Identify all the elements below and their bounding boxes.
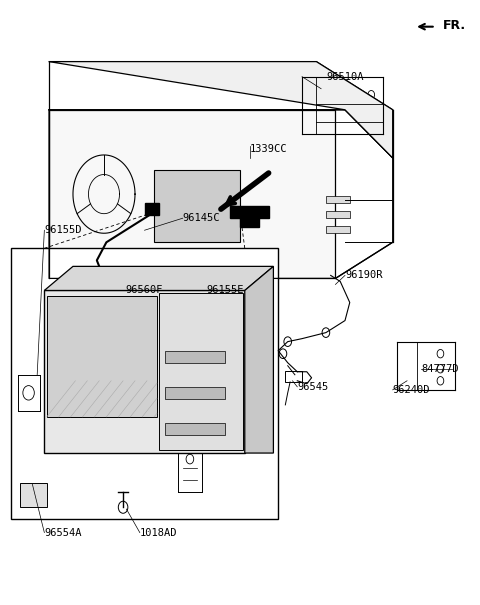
Bar [165, 351, 225, 363]
Bar [44, 290, 245, 453]
Bar [21, 483, 47, 507]
Text: FR.: FR. [443, 19, 466, 32]
Bar [326, 211, 350, 218]
Text: 84777D: 84777D [421, 364, 459, 374]
Polygon shape [49, 62, 393, 158]
Text: 96510A: 96510A [326, 71, 363, 82]
Polygon shape [49, 110, 336, 278]
Bar [285, 371, 302, 382]
Text: 96155E: 96155E [206, 286, 244, 295]
Polygon shape [230, 206, 269, 218]
Text: 96554A: 96554A [44, 528, 82, 538]
Bar [158, 293, 243, 450]
Bar [165, 423, 225, 435]
Text: 96155D: 96155D [44, 225, 82, 235]
Bar [165, 387, 225, 399]
Text: 96145C: 96145C [183, 213, 220, 223]
Text: 96190R: 96190R [345, 270, 383, 280]
Text: 96240D: 96240D [393, 385, 430, 395]
Polygon shape [245, 266, 274, 453]
Text: 96560F: 96560F [125, 286, 163, 295]
Text: 1018AD: 1018AD [140, 528, 177, 538]
Polygon shape [240, 215, 259, 227]
Bar [326, 196, 350, 203]
Bar [326, 226, 350, 234]
Bar [154, 170, 240, 242]
Text: 96545: 96545 [297, 382, 328, 392]
Polygon shape [44, 266, 274, 290]
Text: 1339CC: 1339CC [250, 144, 287, 154]
Bar [47, 296, 157, 417]
Bar [11, 248, 278, 519]
Polygon shape [144, 203, 159, 215]
